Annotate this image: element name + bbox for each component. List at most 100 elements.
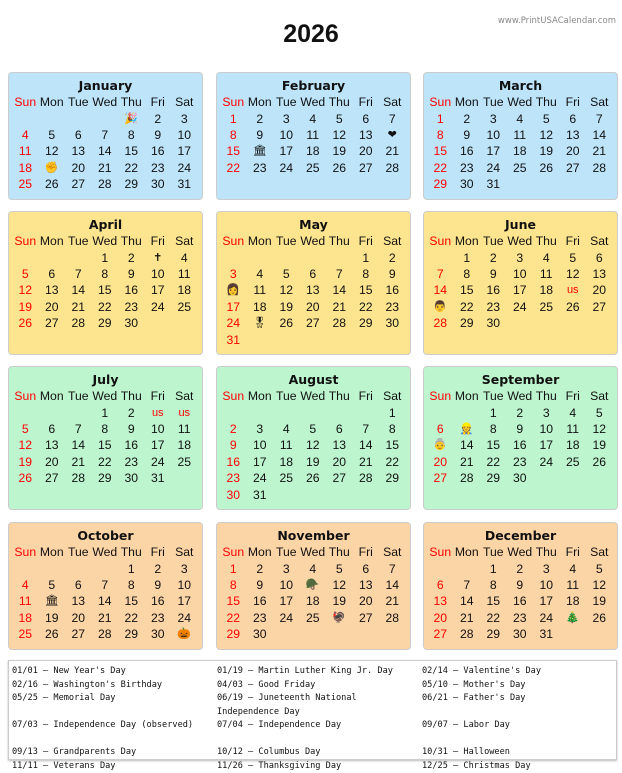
day-cell: 30 bbox=[118, 470, 145, 486]
day-cell: 26 bbox=[12, 315, 39, 331]
holiday-icon: ✊ bbox=[39, 160, 66, 176]
day-cell: 18 bbox=[171, 437, 198, 453]
day-cell: 30 bbox=[507, 470, 534, 486]
day-cell: 20 bbox=[353, 593, 380, 609]
day-cell: 23 bbox=[220, 470, 247, 486]
day-cell: 26 bbox=[586, 454, 613, 470]
weekday-header: Wed bbox=[300, 233, 327, 249]
day-cell: 13 bbox=[326, 437, 353, 453]
day-cell: 16 bbox=[220, 454, 247, 470]
day-cell: 17 bbox=[533, 593, 560, 609]
day-cell: 17 bbox=[171, 143, 198, 159]
day-cell: 12 bbox=[326, 577, 353, 593]
weekday-header: Mon bbox=[247, 388, 274, 404]
day-cell: 13 bbox=[65, 593, 92, 609]
day-cell: 27 bbox=[560, 160, 587, 176]
day-cell: 13 bbox=[427, 593, 454, 609]
day-cell: 13 bbox=[560, 127, 587, 143]
day-cell: 30 bbox=[454, 176, 481, 192]
day-cell: 29 bbox=[454, 315, 481, 331]
day-cell: 2 bbox=[220, 421, 247, 437]
day-cell: 21 bbox=[379, 593, 406, 609]
day-cell: 1 bbox=[92, 249, 119, 265]
page-title: 2026 bbox=[0, 20, 622, 49]
day-cell: 19 bbox=[273, 299, 300, 315]
weekday-header: Wed bbox=[92, 544, 119, 560]
day-cell: 11 bbox=[171, 421, 198, 437]
day-cell: 5 bbox=[586, 404, 613, 420]
day-cell: 20 bbox=[300, 299, 327, 315]
weekday-header: Fri bbox=[145, 94, 172, 110]
day-cell: 5 bbox=[326, 110, 353, 126]
holiday-icon: 🎃 bbox=[171, 626, 198, 642]
day-cell: 21 bbox=[65, 454, 92, 470]
day-cell: 19 bbox=[12, 299, 39, 315]
day-cell: 12 bbox=[12, 437, 39, 453]
day-cell: 25 bbox=[273, 470, 300, 486]
day-cell: 25 bbox=[533, 299, 560, 315]
day-cell: 25 bbox=[12, 626, 39, 642]
holiday-icon: 🎖 bbox=[247, 315, 274, 331]
day-cell: 22 bbox=[92, 454, 119, 470]
day-cell: 7 bbox=[65, 266, 92, 282]
day-cell: 25 bbox=[300, 160, 327, 176]
day-cell: 16 bbox=[118, 437, 145, 453]
day-cell: 2 bbox=[118, 404, 145, 420]
day-cell: 10 bbox=[247, 437, 274, 453]
day-cell: 30 bbox=[480, 315, 507, 331]
day-cell: 9 bbox=[454, 127, 481, 143]
weekday-header: Fri bbox=[353, 388, 380, 404]
day-cell: 29 bbox=[92, 315, 119, 331]
weekday-header: Tue bbox=[65, 544, 92, 560]
holiday-entry: 09/07 – Labor Day bbox=[422, 719, 622, 733]
day-cell: 11 bbox=[300, 127, 327, 143]
day-cell: 26 bbox=[12, 470, 39, 486]
day-cell: 10 bbox=[145, 266, 172, 282]
day-cell: 6 bbox=[427, 421, 454, 437]
holiday-icon: 🎄 bbox=[560, 610, 587, 626]
day-cell: 27 bbox=[427, 470, 454, 486]
day-cell: 27 bbox=[65, 626, 92, 642]
day-cell: 2 bbox=[118, 249, 145, 265]
day-cell: 29 bbox=[118, 626, 145, 642]
day-cell: 17 bbox=[220, 299, 247, 315]
weekday-header: Sun bbox=[220, 94, 247, 110]
holiday-entry: 05/25 – Memorial Day bbox=[12, 692, 217, 706]
weekday-header: Thu bbox=[118, 544, 145, 560]
day-cell: 6 bbox=[65, 577, 92, 593]
day-cell: 29 bbox=[480, 626, 507, 642]
day-cell: 9 bbox=[220, 437, 247, 453]
month-name: February bbox=[217, 78, 410, 94]
day-cell: 23 bbox=[379, 299, 406, 315]
holiday-icon: 🦃 bbox=[326, 610, 353, 626]
day-cell: 30 bbox=[145, 626, 172, 642]
day-cell: 27 bbox=[39, 315, 66, 331]
day-cell: 1 bbox=[220, 560, 247, 576]
day-cell: 20 bbox=[586, 282, 613, 298]
day-cell: 10 bbox=[533, 577, 560, 593]
day-cell: 17 bbox=[507, 282, 534, 298]
day-cell: 23 bbox=[118, 454, 145, 470]
day-cell: 12 bbox=[560, 266, 587, 282]
day-cell: 24 bbox=[220, 315, 247, 331]
weekday-header: Sun bbox=[427, 544, 454, 560]
day-cell: 21 bbox=[326, 299, 353, 315]
day-cell: 4 bbox=[560, 404, 587, 420]
month-name: December bbox=[424, 528, 617, 544]
day-cell: 4 bbox=[273, 421, 300, 437]
day-cell: 1 bbox=[427, 110, 454, 126]
day-cell: 19 bbox=[326, 143, 353, 159]
day-cell: 24 bbox=[533, 454, 560, 470]
day-cell: 27 bbox=[300, 315, 327, 331]
weekday-header: Sat bbox=[379, 94, 406, 110]
day-cell: 15 bbox=[220, 143, 247, 159]
holiday-entry: 07/04 – Independence Day bbox=[217, 719, 422, 733]
day-cell: 13 bbox=[65, 143, 92, 159]
day-cell: 26 bbox=[300, 470, 327, 486]
weekday-header: Mon bbox=[39, 94, 66, 110]
day-cell: 4 bbox=[533, 249, 560, 265]
day-cell: 19 bbox=[586, 593, 613, 609]
day-cell: 8 bbox=[220, 127, 247, 143]
day-cell: 30 bbox=[247, 626, 274, 642]
